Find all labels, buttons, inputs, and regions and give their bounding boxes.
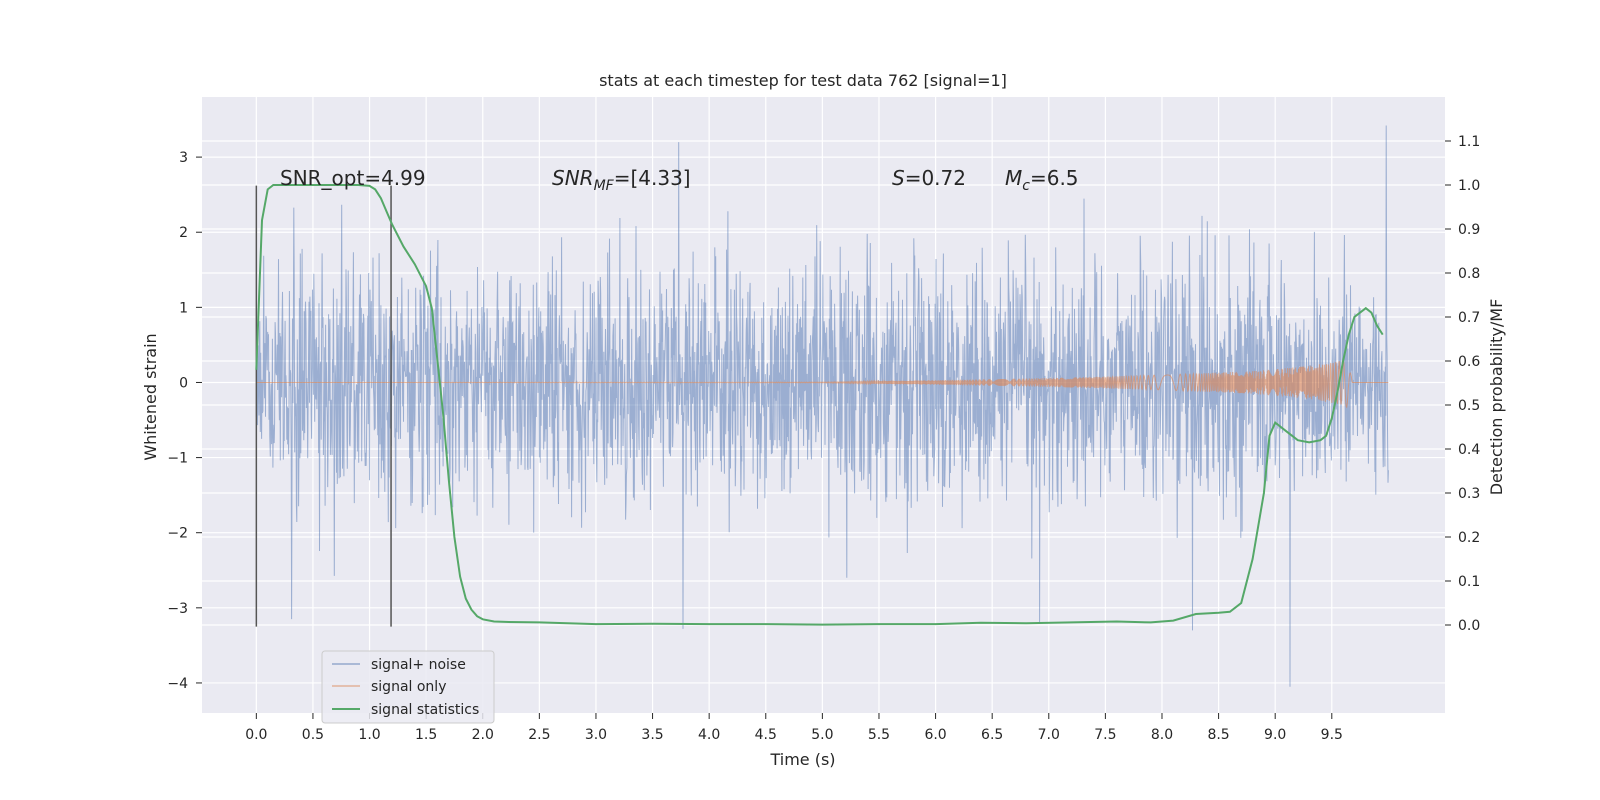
legend-label-signal-statistics: signal statistics <box>371 702 479 718</box>
y-right-tick-label: 0.4 <box>1458 442 1480 458</box>
series-signal-only <box>256 359 1389 409</box>
x-tick-label: 9.0 <box>1264 727 1286 743</box>
x-tick-label: 8.0 <box>1151 727 1173 743</box>
x-tick-label: 3.0 <box>585 727 607 743</box>
x-tick-label: 9.5 <box>1321 727 1343 743</box>
y-axis-right-label: Detection probability/MF <box>1487 299 1506 496</box>
y-right-tick-label: 0.5 <box>1458 398 1480 414</box>
x-tick-label: 7.0 <box>1038 727 1060 743</box>
x-tick-label: 0.0 <box>245 727 267 743</box>
x-tick-label: 2.5 <box>528 727 550 743</box>
series-signal-plus-noise <box>255 125 1389 687</box>
y-right-tick-label: 0.1 <box>1458 574 1480 590</box>
y-tick-label: 3 <box>179 150 188 166</box>
x-tick-label: 5.5 <box>868 727 890 743</box>
legend: signal+ noise signal only signal statist… <box>321 650 495 724</box>
x-tick-label: 7.5 <box>1094 727 1116 743</box>
legend-label-signal-only: signal only <box>371 679 446 695</box>
x-tick-label: 1.5 <box>415 727 437 743</box>
y-tick-label: 0 <box>179 375 188 391</box>
x-axis-label: Time (s) <box>769 750 835 769</box>
x-tick-label: 4.5 <box>755 727 777 743</box>
annotation-snr-mf: SNRMF=[4.33] <box>552 166 691 194</box>
x-tick-label: 3.5 <box>641 727 663 743</box>
x-tick-label: 8.5 <box>1207 727 1229 743</box>
series-signal-statistics <box>255 184 1384 626</box>
y-tick-label: 1 <box>179 300 188 316</box>
y-tick-label: −2 <box>167 526 188 542</box>
annotation-snr-opt: SNR_opt=4.99 <box>280 166 426 190</box>
y-right-tick-label: 0.2 <box>1458 530 1480 546</box>
chart-title: stats at each timestep for test data 762… <box>599 71 1007 90</box>
y-right-tick-label: 0.8 <box>1458 266 1480 282</box>
y-right-tick-label: 0.6 <box>1458 354 1480 370</box>
y-tick-label: 2 <box>179 225 188 241</box>
y-tick-label: −1 <box>167 451 188 467</box>
x-tick-label: 2.0 <box>472 727 494 743</box>
y-tick-label: −3 <box>167 601 188 617</box>
legend-label-signal-noise: signal+ noise <box>371 657 466 673</box>
x-tick-label: 5.0 <box>811 727 833 743</box>
x-tick-label: 6.0 <box>924 727 946 743</box>
y-right-tick-label: 0.3 <box>1458 486 1480 502</box>
y-right-tick-label: 0.7 <box>1458 310 1480 326</box>
x-tick-label: 6.5 <box>981 727 1003 743</box>
y-right-tick-label: 1.0 <box>1458 178 1480 194</box>
y-tick-label: −4 <box>167 676 188 692</box>
y-right-tick-label: 1.1 <box>1458 134 1480 150</box>
y-right-tick-label: 0.0 <box>1458 618 1480 634</box>
annotation-mc: Mc=6.5 <box>1005 166 1079 194</box>
y-axis-label: Whitened strain <box>141 333 160 460</box>
x-tick-label: 0.5 <box>302 727 324 743</box>
x-tick-label: 4.0 <box>698 727 720 743</box>
y-right-tick-label: 0.9 <box>1458 222 1480 238</box>
x-tick-label: 1.0 <box>358 727 380 743</box>
annotation-s: S=0.72 <box>892 166 966 190</box>
